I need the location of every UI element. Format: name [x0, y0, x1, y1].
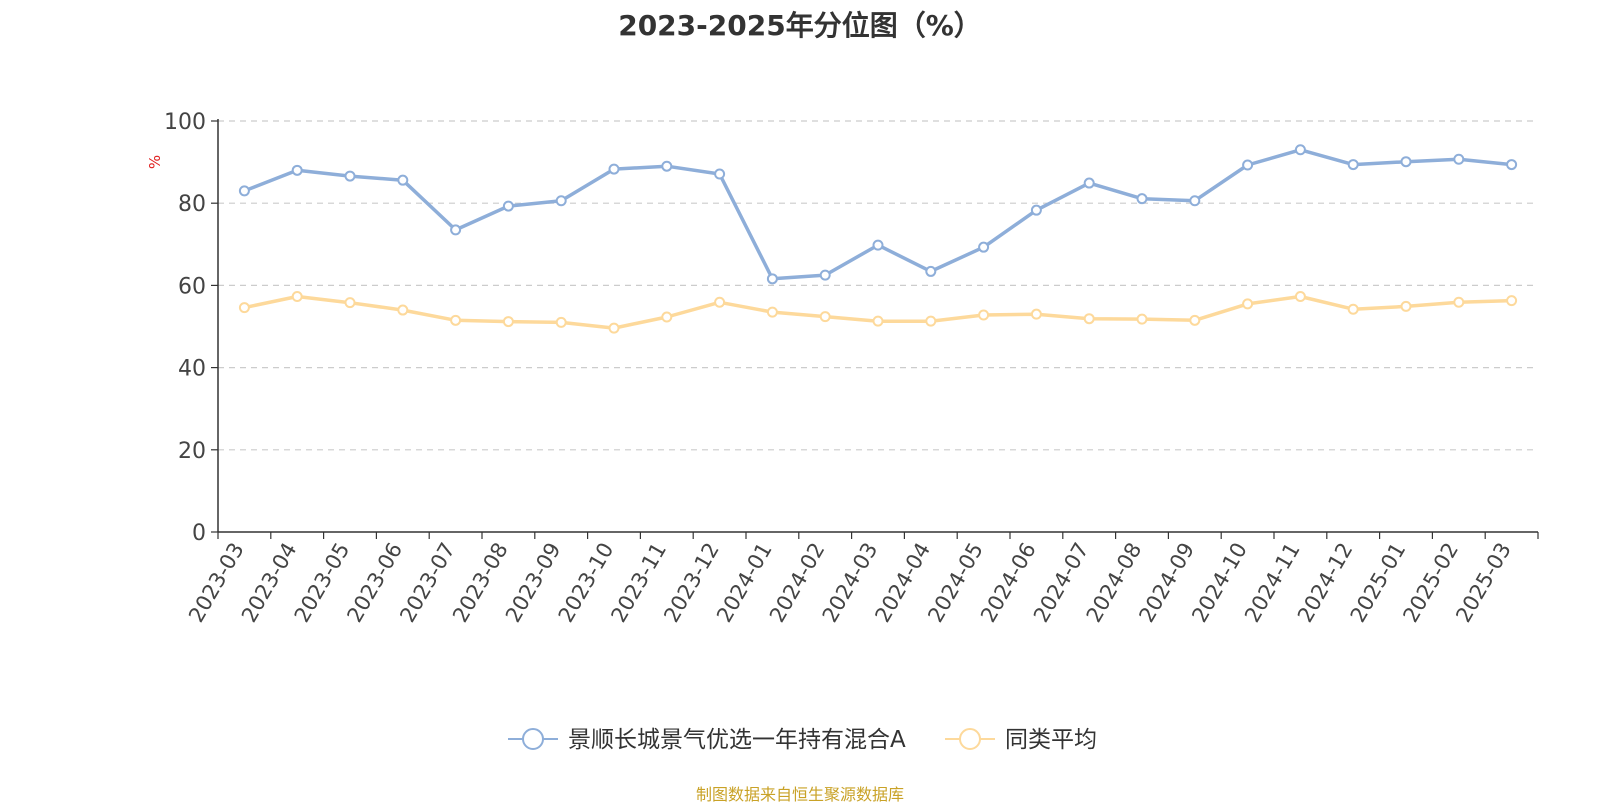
data-point-series-1 — [978, 309, 990, 321]
data-point-series-1 — [1242, 298, 1254, 310]
y-tick-label: 100 — [164, 110, 206, 135]
y-tick-label: 20 — [178, 439, 206, 464]
data-point-series-1 — [502, 316, 514, 328]
data-point-series-1 — [555, 316, 567, 328]
legend-marker-icon — [522, 728, 544, 750]
series-lines — [238, 144, 1518, 334]
data-point-series-0 — [766, 273, 778, 285]
data-point-series-0 — [291, 164, 303, 176]
data-point-series-1 — [344, 297, 356, 309]
data-point-series-0 — [925, 265, 937, 277]
y-tick-label: 0 — [192, 521, 206, 546]
data-point-series-1 — [1030, 308, 1042, 320]
y-tick-label: 60 — [178, 274, 206, 299]
data-point-series-0 — [1030, 204, 1042, 216]
data-point-series-1 — [661, 311, 673, 323]
legend-label: 同类平均 — [1005, 727, 1097, 753]
data-point-series-1 — [1453, 296, 1465, 308]
data-point-series-0 — [344, 170, 356, 182]
data-point-series-0 — [608, 163, 620, 175]
data-point-series-1 — [1189, 314, 1201, 326]
data-point-series-0 — [502, 200, 514, 212]
y-tick-label: 40 — [178, 357, 206, 382]
data-point-series-0 — [978, 241, 990, 253]
gridlines — [218, 120, 1538, 451]
data-point-series-1 — [1136, 313, 1148, 325]
data-point-series-0 — [1242, 159, 1254, 171]
data-point-series-0 — [872, 239, 884, 251]
data-point-series-0 — [1506, 159, 1518, 171]
data-point-series-0 — [1400, 156, 1412, 168]
data-point-series-0 — [1347, 159, 1359, 171]
data-point-series-1 — [766, 306, 778, 318]
data-point-series-0 — [1453, 153, 1465, 165]
data-point-series-0 — [1294, 144, 1306, 156]
data-point-series-1 — [714, 296, 726, 308]
data-point-series-1 — [608, 322, 620, 334]
data-point-series-1 — [1400, 300, 1412, 312]
legend-label: 景顺长城景气优选一年持有混合A — [568, 727, 906, 753]
data-point-series-0 — [450, 224, 462, 236]
data-point-series-1 — [872, 315, 884, 327]
data-point-series-0 — [1189, 195, 1201, 207]
axes: 020406080100%2023-032023-042023-052023-0… — [146, 110, 1539, 626]
legend-item-0[interactable]: 景顺长城景气优选一年持有混合A — [508, 727, 906, 753]
data-point-series-0 — [238, 185, 250, 197]
source-note: 制图数据来自恒生聚源数据库 — [695, 785, 904, 804]
data-point-series-1 — [1347, 303, 1359, 315]
data-point-series-1 — [397, 304, 409, 316]
data-point-series-1 — [1506, 295, 1518, 307]
data-point-series-0 — [819, 269, 831, 281]
data-point-series-0 — [1136, 193, 1148, 205]
legend-item-1[interactable]: 同类平均 — [945, 727, 1097, 753]
data-point-series-0 — [1083, 177, 1095, 189]
data-point-series-1 — [291, 290, 303, 302]
data-point-series-1 — [1294, 290, 1306, 302]
legend[interactable]: 景顺长城景气优选一年持有混合A 同类平均 — [508, 727, 1097, 753]
legend-marker-icon — [959, 728, 981, 750]
y-tick-label: 80 — [178, 192, 206, 217]
series-line-0 — [242, 148, 1514, 281]
data-point-series-1 — [925, 315, 937, 327]
y-axis-label: % — [146, 155, 164, 169]
chart-title: 2023-2025年分位图（%） — [618, 9, 982, 42]
data-point-series-0 — [397, 174, 409, 186]
data-point-series-0 — [555, 195, 567, 207]
data-point-series-1 — [1083, 313, 1095, 325]
data-point-series-1 — [450, 314, 462, 326]
data-point-series-1 — [819, 311, 831, 323]
data-point-series-1 — [238, 302, 250, 314]
data-point-series-0 — [661, 160, 673, 172]
data-point-series-0 — [714, 168, 726, 180]
